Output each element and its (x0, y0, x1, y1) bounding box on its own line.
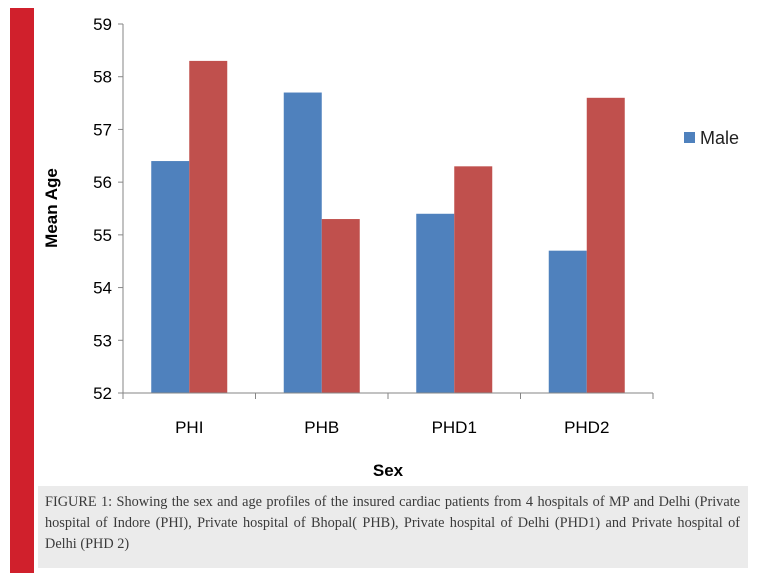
x-axis-title: Sex (373, 461, 404, 480)
y-tick-label: 56 (93, 173, 112, 192)
x-tick-label: PHD1 (432, 418, 477, 437)
legend: Male (684, 128, 739, 148)
accent-bar (10, 8, 34, 573)
y-tick-label: 57 (93, 120, 112, 139)
bar-male-phi (151, 161, 190, 393)
y-tick-label: 54 (93, 279, 112, 298)
y-axis-title: Mean Age (42, 168, 61, 248)
y-tick-label: 52 (93, 384, 112, 403)
legend-label-male: Male (700, 128, 739, 148)
bar-series2-phd2 (586, 97, 625, 394)
y-tick-label: 55 (93, 226, 112, 245)
bar-male-phd2 (548, 250, 587, 393)
y-ticks-group: 52 53 54 55 56 57 58 59 (93, 15, 123, 403)
bars-group (151, 60, 625, 394)
y-tick-label: 59 (93, 15, 112, 34)
x-ticks-group: PHI PHB PHD1 PHD2 (122, 393, 654, 437)
figure-caption: FIGURE 1: Showing the sex and age profil… (38, 486, 748, 568)
bar-male-phd1 (416, 213, 455, 393)
bar-series2-phb (321, 219, 360, 393)
bar-series2-phd1 (454, 166, 493, 393)
y-tick-label: 53 (93, 331, 112, 350)
x-tick-label: PHB (304, 418, 339, 437)
bar-male-phb (283, 92, 322, 394)
y-tick-label: 58 (93, 68, 112, 87)
x-tick-label: PHI (175, 418, 203, 437)
bar-series2-phi (189, 60, 228, 394)
bar-chart: 52 53 54 55 56 57 58 59 PHI PHB PHD1 PHD2 Mean Age… (42, 15, 739, 480)
x-tick-label: PHD2 (564, 418, 609, 437)
legend-swatch-male (684, 132, 695, 143)
